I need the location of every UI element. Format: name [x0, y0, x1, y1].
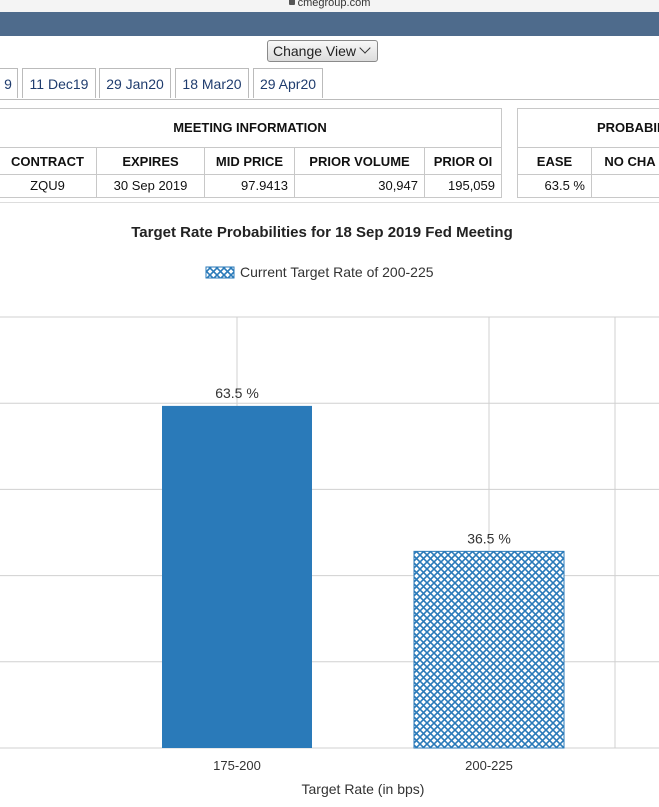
url-text: cmegroup.com	[297, 0, 371, 9]
change-view-label: Change View	[273, 43, 357, 59]
tab-meeting[interactable]: 29 Jan20	[99, 68, 171, 98]
lock-icon	[288, 0, 295, 5]
target-rate-chart: Target Rate Probabilities for 18 Sep 201…	[0, 224, 659, 797]
probabilities-table: PROBABIL EASE NO CHA 63.5 %	[517, 108, 659, 198]
data-label: 36.5 %	[467, 530, 511, 546]
change-view-button[interactable]: Change View	[267, 40, 378, 62]
browser-url-bar[interactable]: cmegroup.com	[0, 0, 659, 12]
tab-meeting[interactable]: 29 Apr20	[253, 68, 323, 98]
probabilities-header: PROBABIL	[518, 109, 659, 148]
table-cell	[592, 175, 659, 197]
chevron-down-icon	[359, 42, 371, 54]
column-header: MID PRICE	[205, 148, 295, 175]
table-cell: 30 Sep 2019	[97, 175, 205, 197]
bar-175-200	[162, 405, 312, 748]
x-tick-label: 175-200	[213, 758, 261, 773]
column-header: PRIOR OI	[425, 148, 501, 175]
bar-200-225	[413, 550, 565, 749]
chart-title: Target Rate Probabilities for 18 Sep 201…	[131, 224, 513, 241]
table-cell: ZQU9	[0, 175, 97, 197]
column-header: PRIOR VOLUME	[295, 148, 425, 175]
column-header: EXPIRES	[97, 148, 205, 175]
tab-divider	[0, 99, 659, 100]
tab-meeting[interactable]: 11 Dec19	[22, 68, 96, 98]
table-cell: 30,947	[295, 175, 425, 197]
column-header: CONTRACT	[0, 148, 97, 175]
legend-swatch	[205, 266, 235, 279]
column-header: NO CHA	[592, 148, 659, 175]
meeting-information-table: MEETING INFORMATION CONTRACT EXPIRES MID…	[0, 108, 502, 198]
table-cell: 195,059	[448, 178, 495, 193]
x-tick-label: 200-225	[465, 758, 513, 773]
x-axis-label: Target Rate (in bps)	[302, 781, 425, 797]
data-label: 63.5 %	[215, 385, 259, 401]
tab-meeting[interactable]: 18 Mar20	[175, 68, 249, 98]
tab-meeting[interactable]: 9	[0, 68, 18, 98]
table-cell: 97.9413	[205, 175, 295, 197]
meeting-information-header: MEETING INFORMATION	[0, 109, 501, 148]
site-header-bar	[0, 12, 659, 36]
column-header: EASE	[518, 148, 592, 175]
legend-label[interactable]: Current Target Rate of 200-225	[240, 264, 434, 280]
table-cell: 63.5 %	[518, 175, 592, 197]
section-divider	[0, 202, 659, 203]
chart-bars: 63.5 % 175-200 36.5 % 200-225	[162, 385, 565, 773]
